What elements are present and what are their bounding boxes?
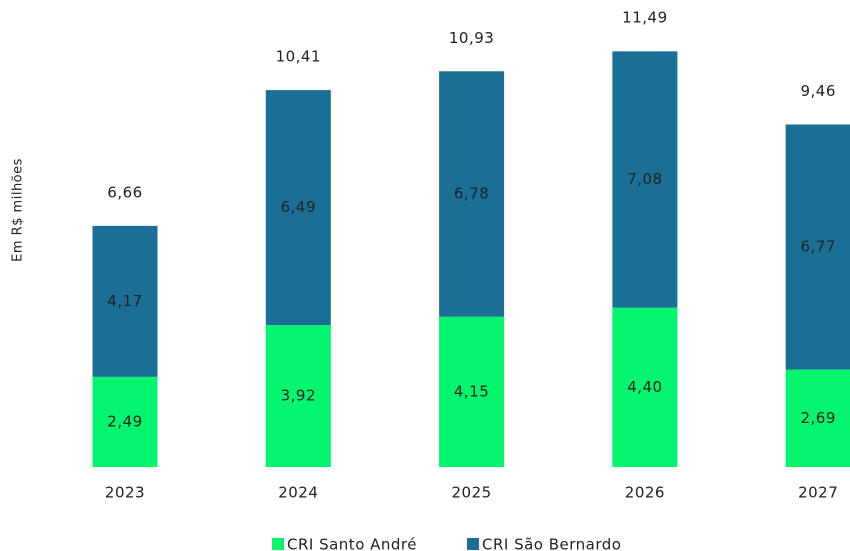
- bar-segment: [265, 325, 331, 467]
- legend-label: CRI Santo André: [287, 536, 417, 551]
- value-label: 6,77: [800, 238, 835, 256]
- bar-segment: [612, 51, 678, 308]
- value-label: 4,40: [627, 378, 662, 396]
- value-label: 7,08: [627, 170, 662, 188]
- x-tick-label: 2027: [798, 484, 838, 502]
- legend-swatch: [272, 538, 284, 550]
- value-label: 4,15: [454, 382, 489, 400]
- value-label: 2,69: [800, 409, 835, 427]
- bar-segment: [785, 369, 850, 467]
- total-label: 11,49: [622, 9, 667, 27]
- bar-segment: [439, 71, 505, 317]
- total-label: 6,66: [107, 183, 142, 201]
- legend-swatch: [467, 538, 479, 550]
- x-tick-label: 2024: [278, 484, 318, 502]
- y-axis-label: Em R$ milhões: [11, 158, 26, 262]
- value-label: 3,92: [281, 387, 316, 405]
- value-label: 6,78: [454, 185, 489, 203]
- bar-segment: [785, 124, 850, 370]
- value-label: 2,49: [107, 412, 142, 430]
- bar-segment: [612, 307, 678, 467]
- x-tick-label: 2026: [625, 484, 665, 502]
- total-label: 9,46: [800, 82, 835, 100]
- bar-segment: [439, 316, 505, 467]
- bar-segment: [92, 225, 158, 377]
- bar-segment: [92, 376, 158, 467]
- bar-segment: [265, 90, 331, 326]
- x-tick-label: 2023: [105, 484, 145, 502]
- total-label: 10,93: [449, 29, 494, 47]
- value-label: 6,49: [281, 198, 316, 216]
- value-label: 4,17: [107, 292, 142, 310]
- x-tick-label: 2025: [452, 484, 492, 502]
- total-label: 10,41: [276, 48, 321, 66]
- legend-label: CRI São Bernardo: [482, 536, 621, 551]
